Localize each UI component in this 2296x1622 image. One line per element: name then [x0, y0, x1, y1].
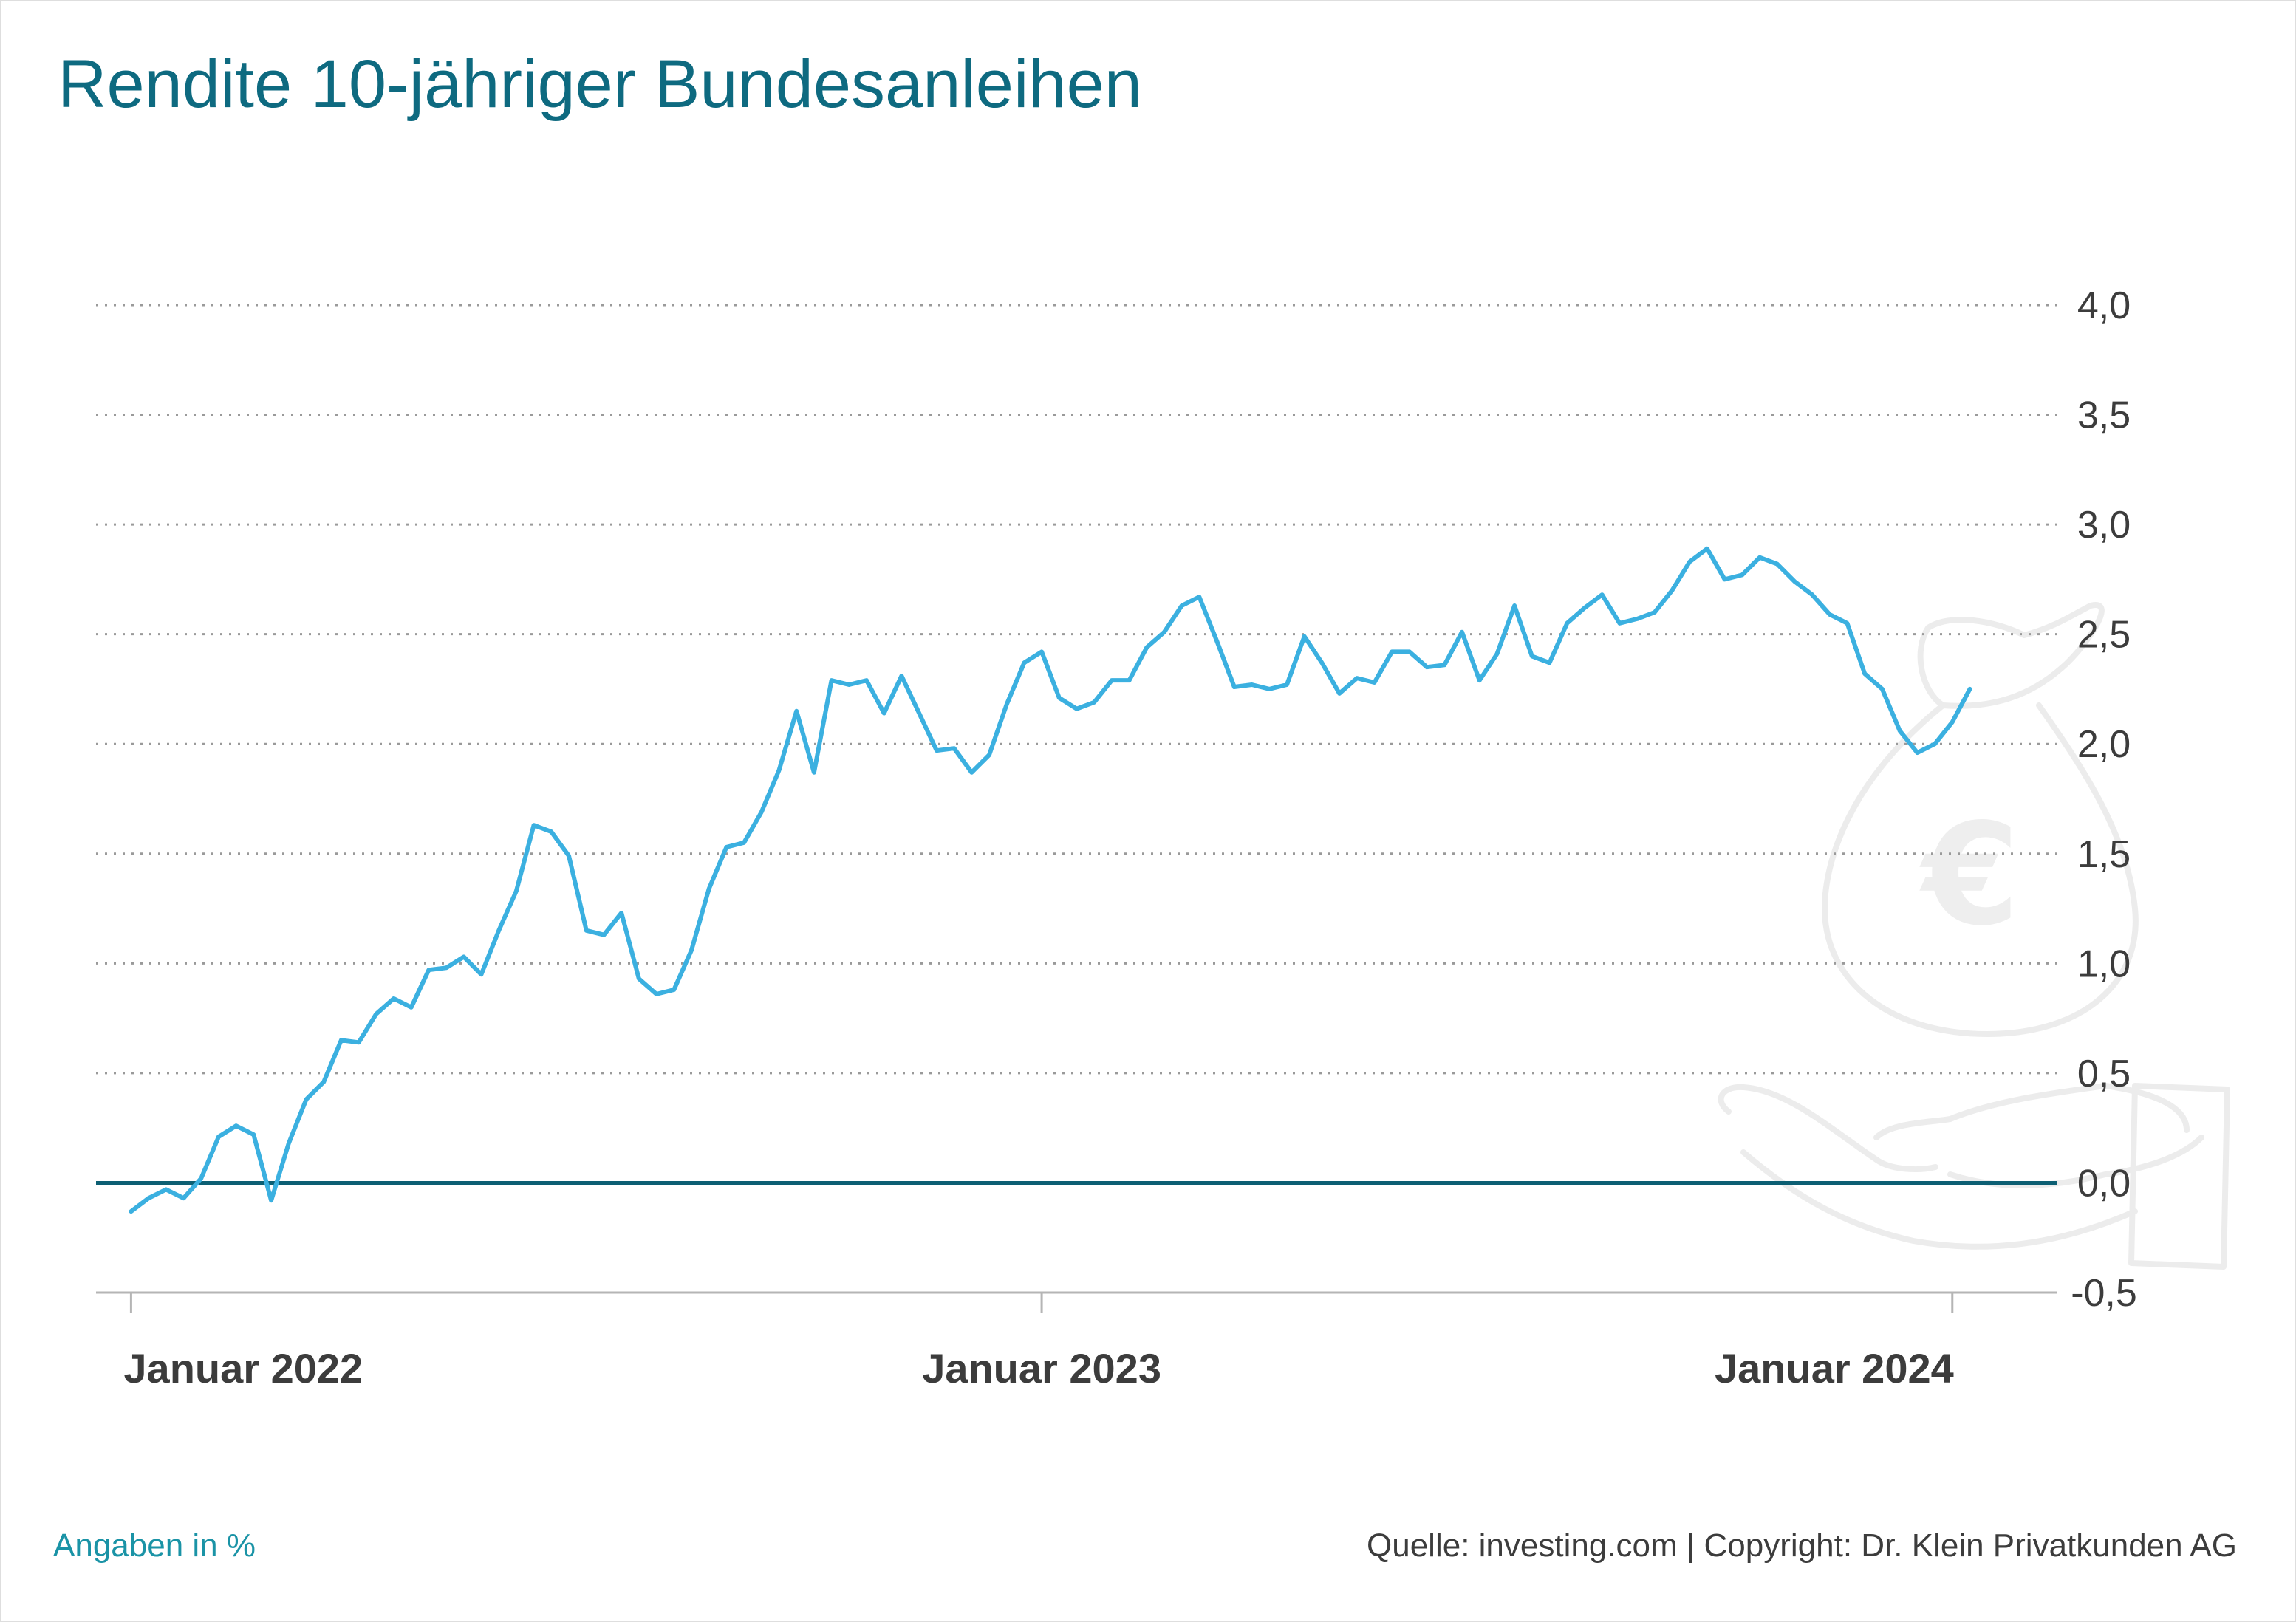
x-tick-label: Januar 2022: [123, 1345, 363, 1392]
y-tick-label: 3,5: [2077, 394, 2131, 437]
chart-title: Rendite 10-jähriger Bundesanleihen: [58, 47, 1142, 122]
y-tick-label: 3,0: [2077, 504, 2131, 547]
grid-lines: [96, 304, 2057, 1075]
y-tick-label: 1,0: [2077, 942, 2131, 985]
y-tick-label: 2,0: [2077, 723, 2131, 766]
y-tick-label: 0,0: [2077, 1162, 2131, 1205]
x-axis: [96, 1180, 2057, 1313]
x-tick-label: Januar 2023: [922, 1345, 1161, 1392]
open-hand-icon: [1718, 1083, 2230, 1270]
y-tick-label: 4,0: [2077, 284, 2131, 327]
y-axis-tick-labels: 4,0 3,5 3,0 2,5 2,0 1,5 1,0 0,5 0,0 -0,5: [2071, 284, 2137, 1315]
y-tick-label: 1,5: [2077, 833, 2131, 876]
money-bag-icon: [1822, 602, 2139, 1037]
euro-icon: €: [1919, 793, 2020, 957]
y-tick-label: 2,5: [2077, 614, 2131, 657]
series-layer: [129, 546, 1972, 1214]
x-axis-tick-labels: Januar 2022 Januar 2023 Januar 2024: [123, 1345, 1953, 1392]
units-note: Angaben in %: [53, 1527, 256, 1564]
y-tick-label: -0,5: [2071, 1272, 2137, 1315]
y-tick-label: 0,5: [2077, 1053, 2131, 1095]
source-credit: Quelle: investing.com | Copyright: Dr. K…: [1367, 1527, 2237, 1564]
x-tick-label: Januar 2024: [1715, 1345, 1954, 1392]
series-line: [129, 546, 1972, 1214]
